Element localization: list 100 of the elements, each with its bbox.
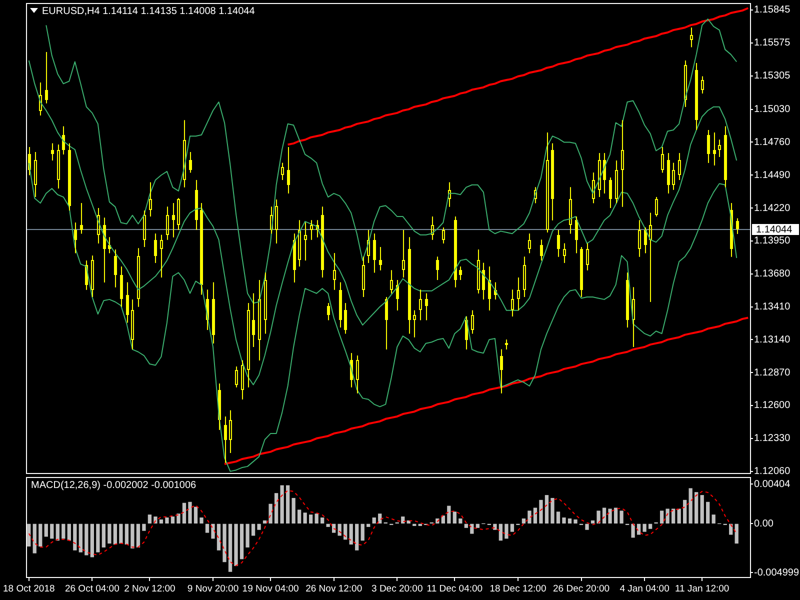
bar bbox=[568, 518, 572, 524]
bar bbox=[246, 524, 250, 548]
bar bbox=[67, 524, 71, 541]
bar bbox=[493, 524, 497, 530]
bar bbox=[159, 519, 164, 524]
y-tick-label: 1.15575 bbox=[754, 38, 791, 49]
bar bbox=[234, 524, 238, 566]
bar bbox=[50, 524, 54, 539]
bar bbox=[113, 524, 118, 545]
bar bbox=[38, 524, 42, 546]
bar bbox=[688, 488, 692, 524]
bar bbox=[130, 524, 134, 548]
bar bbox=[585, 524, 589, 530]
bar bbox=[608, 508, 612, 524]
bar bbox=[401, 516, 405, 524]
bar bbox=[148, 514, 152, 524]
bar bbox=[666, 508, 670, 524]
bar bbox=[631, 524, 635, 538]
y-tick-label: 1.15030 bbox=[754, 104, 791, 116]
candlestick bbox=[264, 272, 267, 334]
candlestick bbox=[310, 220, 313, 240]
bar bbox=[614, 508, 618, 524]
bar bbox=[734, 524, 738, 544]
candlestick bbox=[270, 206, 273, 234]
bar bbox=[240, 524, 244, 560]
bar bbox=[522, 518, 526, 524]
x-tick-label: 18 Dec 12:00 bbox=[490, 583, 546, 594]
bar bbox=[574, 519, 578, 524]
bar bbox=[556, 512, 560, 524]
bar bbox=[142, 524, 146, 531]
y-tick-label: 1.14760 bbox=[754, 136, 791, 148]
bar bbox=[124, 524, 129, 545]
bar bbox=[671, 508, 676, 524]
x-tick-label: 9 Nov 20:00 bbox=[187, 583, 239, 594]
bar bbox=[200, 518, 204, 524]
bar bbox=[636, 524, 641, 535]
candlestick bbox=[241, 360, 244, 400]
bar bbox=[355, 524, 359, 550]
ref-line-label: 1.14044 bbox=[756, 224, 793, 236]
candlestick bbox=[200, 202, 203, 296]
bar bbox=[216, 524, 221, 550]
bar bbox=[677, 508, 681, 524]
y-tick-label: 0.00 bbox=[754, 518, 774, 530]
x-tick-label: 4 Jan 04:00 bbox=[620, 583, 670, 594]
bar bbox=[286, 485, 290, 524]
bar bbox=[32, 524, 36, 554]
candlestick bbox=[724, 126, 727, 188]
bar bbox=[257, 524, 261, 530]
x-tick-label: 18 Oct 2018 bbox=[2, 583, 55, 594]
bar bbox=[56, 524, 60, 541]
candlestick bbox=[621, 120, 624, 208]
bar bbox=[262, 520, 267, 524]
bar bbox=[620, 510, 624, 524]
bar bbox=[476, 524, 480, 528]
bar bbox=[308, 514, 313, 524]
bar bbox=[447, 506, 451, 524]
bar bbox=[303, 512, 307, 524]
bar bbox=[297, 510, 302, 524]
bar bbox=[73, 524, 77, 550]
bar bbox=[700, 495, 704, 524]
bar bbox=[533, 508, 538, 524]
bar bbox=[222, 524, 226, 562]
bar bbox=[205, 524, 210, 533]
bar bbox=[274, 493, 278, 524]
bar bbox=[550, 498, 554, 524]
bar bbox=[366, 524, 370, 527]
bar bbox=[280, 485, 284, 524]
bar bbox=[712, 514, 716, 524]
candlestick bbox=[74, 222, 77, 254]
y-tick-label: 1.15845 bbox=[754, 4, 791, 16]
bar bbox=[176, 514, 180, 524]
bar bbox=[182, 502, 186, 524]
candlestick bbox=[91, 255, 94, 298]
bar bbox=[596, 510, 600, 524]
bar bbox=[119, 524, 123, 544]
bar bbox=[154, 516, 158, 524]
y-tick-label: -0.004999 bbox=[754, 567, 800, 578]
candlestick bbox=[575, 216, 578, 254]
x-tick-label: 2 Nov 12:00 bbox=[124, 583, 176, 594]
bar bbox=[326, 524, 330, 527]
chart-title: EURUSD,H4 1.14114 1.14135 1.14008 1.14044 bbox=[42, 6, 256, 17]
bar bbox=[108, 524, 112, 544]
bar bbox=[562, 518, 566, 524]
bar bbox=[136, 524, 140, 548]
line-series bbox=[28, 490, 738, 566]
x-tick-label: 11 Dec 04:00 bbox=[426, 583, 483, 594]
y-tick-label: 1.12330 bbox=[754, 433, 791, 444]
candlestick bbox=[655, 196, 658, 218]
bar bbox=[268, 504, 272, 524]
bar bbox=[694, 492, 698, 524]
bar bbox=[590, 520, 595, 524]
bar bbox=[102, 524, 106, 548]
bar bbox=[706, 502, 710, 524]
bar bbox=[292, 498, 296, 524]
bar bbox=[648, 524, 652, 529]
candlestick bbox=[419, 289, 422, 321]
bar bbox=[360, 524, 364, 541]
y-tick-label: 0.00404 bbox=[754, 478, 791, 490]
candlestick bbox=[333, 252, 336, 290]
bar bbox=[683, 500, 687, 524]
